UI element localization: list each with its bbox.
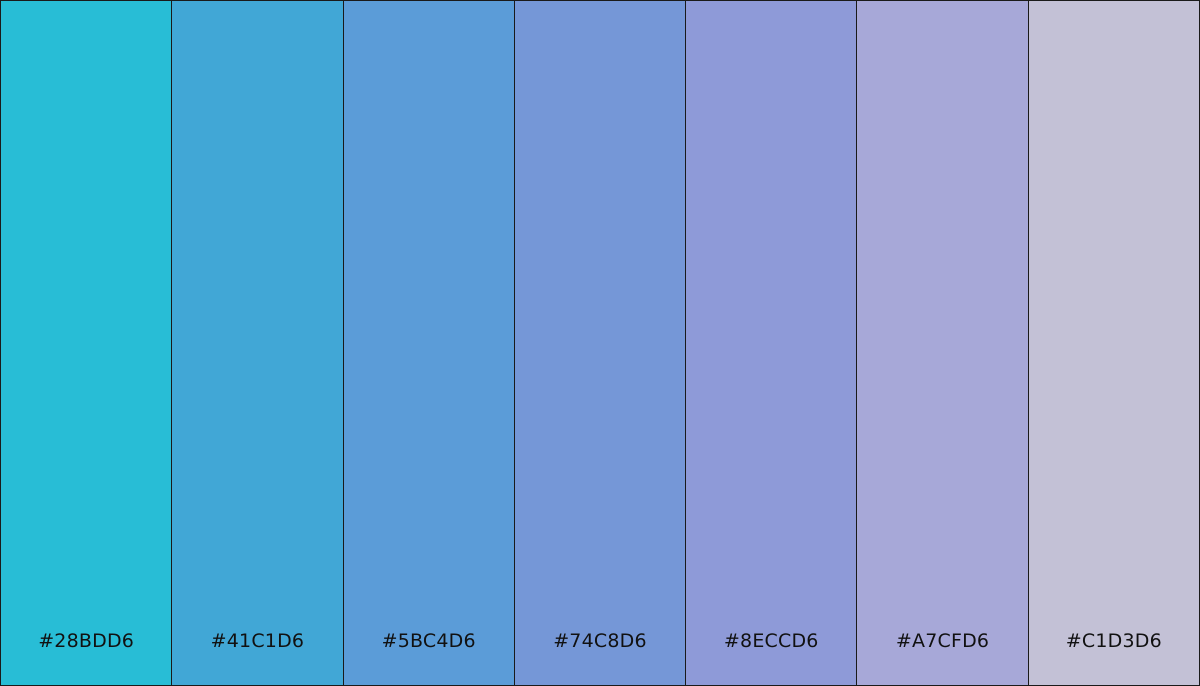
color-swatch-2: #41C1D6: [171, 1, 343, 685]
color-swatch-6: #A7CFD6: [856, 1, 1028, 685]
swatch-hex-label: #74C8D6: [553, 630, 647, 652]
swatch-hex-label: #5BC4D6: [381, 630, 476, 652]
swatch-hex-label: #8ECCD6: [723, 630, 819, 652]
swatch-hex-label: #A7CFD6: [895, 630, 990, 652]
swatch-hex-label: #C1D3D6: [1065, 630, 1162, 652]
swatch-hex-label: #41C1D6: [210, 630, 305, 652]
color-swatch-5: #8ECCD6: [685, 1, 857, 685]
color-swatch-1: #28BDD6: [1, 1, 172, 685]
color-swatch-7: #C1D3D6: [1027, 1, 1199, 685]
swatch-hex-label: #28BDD6: [38, 630, 135, 652]
color-swatch-3: #5BC4D6: [342, 1, 514, 685]
color-swatch-4: #74C8D6: [513, 1, 686, 685]
